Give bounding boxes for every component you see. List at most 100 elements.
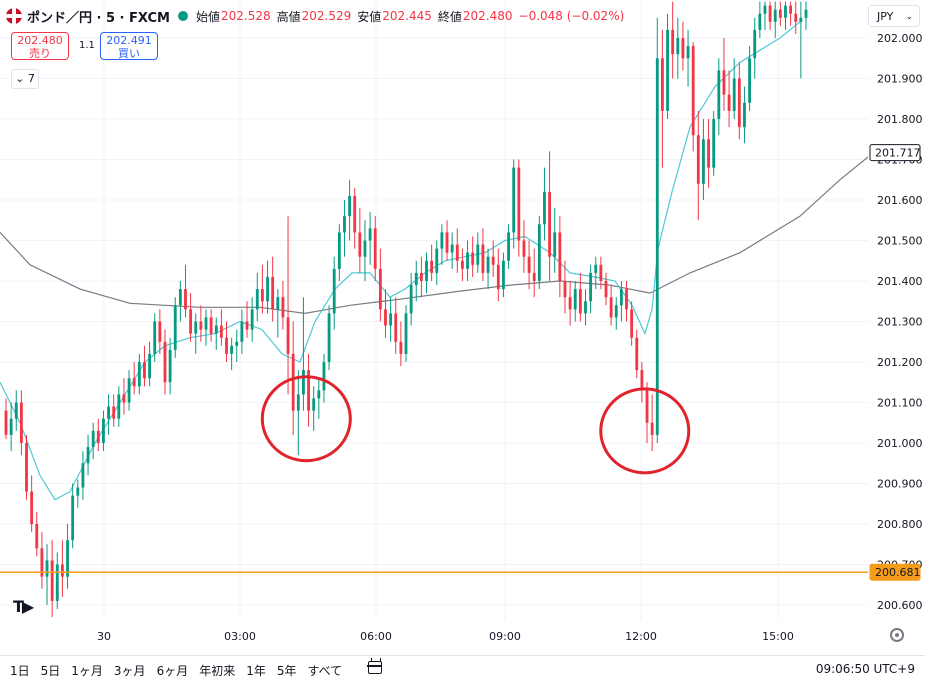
fast-moving-average [0, 21, 801, 501]
currency-select[interactable]: JPY ⌄ [868, 5, 920, 27]
candle-body [471, 252, 475, 265]
candle [425, 252, 428, 294]
candle [373, 216, 377, 281]
candle-body [686, 46, 690, 59]
candle-body [727, 94, 731, 111]
candle [445, 220, 449, 261]
range-button[interactable]: 6ヶ月 [156, 664, 189, 678]
time-tick-label: 06:00 [360, 630, 392, 643]
indicators-toggle-button[interactable]: ⌄ 7 [11, 69, 39, 89]
candle-body [553, 232, 557, 257]
candle-body [14, 402, 18, 419]
candle-body [496, 264, 500, 290]
candle [378, 248, 382, 322]
candle-body [384, 309, 387, 326]
candle [419, 256, 423, 298]
candle [327, 305, 331, 371]
candle [481, 228, 485, 281]
candle [245, 301, 249, 338]
high-label: 高値 [276, 9, 301, 24]
slow-ma-line [0, 150, 876, 315]
range-button[interactable]: 年初来 [199, 664, 236, 678]
price-axis[interactable]: 202.000201.900201.800201.700201.600201.5… [868, 0, 925, 620]
range-button[interactable]: 1日 [10, 664, 30, 678]
range-button[interactable]: 1ヶ月 [71, 664, 103, 678]
candle-body [322, 362, 326, 391]
buy-price: 202.491 [106, 34, 152, 47]
candle-body [25, 443, 28, 492]
candle-body [609, 297, 613, 318]
price-chart[interactable]: 202.000201.900201.800201.700201.600201.5… [0, 0, 925, 655]
candle [768, 1, 772, 30]
price-label-box [869, 144, 921, 162]
candle [25, 434, 28, 500]
candle-body [9, 418, 13, 435]
candle-body [66, 540, 69, 577]
candle [137, 353, 141, 395]
candle-body [502, 260, 505, 290]
candle [281, 281, 285, 330]
candle [399, 321, 403, 367]
candle-body [578, 289, 582, 314]
candle [440, 224, 444, 265]
circle-annotation[interactable] [260, 375, 352, 463]
candle-body [758, 13, 762, 30]
candle [184, 264, 187, 318]
candle [76, 479, 80, 508]
candle [250, 297, 254, 342]
candle-body [209, 317, 213, 334]
candle [163, 329, 167, 395]
candle [302, 297, 305, 411]
candle [553, 208, 557, 273]
time-axis[interactable]: 30 03:00 06:00 09:00 12:00 15:00 [97, 630, 794, 643]
time-tick-label: 09:00 [489, 630, 521, 643]
tradingview-logo-icon[interactable]: T▶ [13, 597, 34, 616]
candle-body [527, 256, 531, 273]
candle-body [599, 264, 603, 281]
candle-body [681, 38, 685, 59]
candle [225, 321, 228, 362]
sell-button[interactable]: 202.480 売り [11, 32, 69, 60]
candle-body [158, 321, 162, 342]
range-button[interactable]: 1年 [246, 664, 266, 678]
candle [799, 1, 803, 79]
candle [578, 272, 582, 322]
candle-body [307, 370, 310, 411]
candle [219, 309, 223, 346]
candle-body [712, 119, 716, 168]
candle [414, 260, 418, 302]
candle-body [4, 410, 8, 435]
range-button[interactable]: 5日 [40, 664, 61, 678]
close-label: 終値 [437, 9, 462, 24]
candle [496, 248, 500, 302]
candle [548, 151, 551, 281]
candle [794, 1, 798, 34]
circle-annotation[interactable] [599, 387, 691, 475]
candle-body [122, 394, 126, 403]
range-button[interactable]: 3ヶ月 [113, 664, 146, 678]
sell-label: 売り [29, 47, 51, 60]
range-button[interactable]: すべて [307, 664, 343, 678]
symbol-title[interactable]: ポンド／円 · 5 · FXCM [27, 10, 170, 26]
candle-body [466, 252, 469, 269]
candle-body [45, 560, 49, 577]
gear-icon[interactable] [890, 628, 904, 642]
candle-body [517, 167, 521, 241]
candle-body [707, 139, 710, 168]
calendar-icon[interactable] [367, 658, 382, 674]
candle [584, 289, 587, 326]
candle [45, 544, 49, 605]
candle-body [173, 305, 177, 350]
candle-body [748, 58, 751, 103]
candle [71, 483, 75, 549]
chevron-down-icon: ⌄ [905, 12, 913, 22]
price-label-text: 201.717 [875, 147, 921, 160]
range-button[interactable]: 5年 [276, 664, 297, 678]
clock-timezone[interactable]: 09:06:50 UTC+9 [815, 662, 915, 676]
candle [332, 256, 336, 330]
candle-body [414, 272, 418, 286]
buy-button[interactable]: 202.491 買い [100, 32, 158, 60]
candle-body [214, 325, 218, 334]
candle [543, 167, 546, 241]
candle-body [219, 325, 223, 338]
